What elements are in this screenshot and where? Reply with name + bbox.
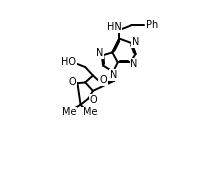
Text: N: N — [132, 37, 139, 47]
Text: O: O — [69, 77, 77, 87]
Text: HO: HO — [61, 57, 76, 67]
Text: O: O — [90, 95, 98, 105]
Text: N: N — [130, 59, 138, 69]
Text: Me: Me — [62, 107, 76, 118]
Text: Me: Me — [83, 107, 97, 118]
Text: N: N — [96, 48, 104, 58]
Text: O: O — [99, 75, 107, 85]
Text: N: N — [110, 70, 118, 80]
Text: HN: HN — [107, 22, 121, 32]
Text: Ph: Ph — [146, 21, 158, 30]
